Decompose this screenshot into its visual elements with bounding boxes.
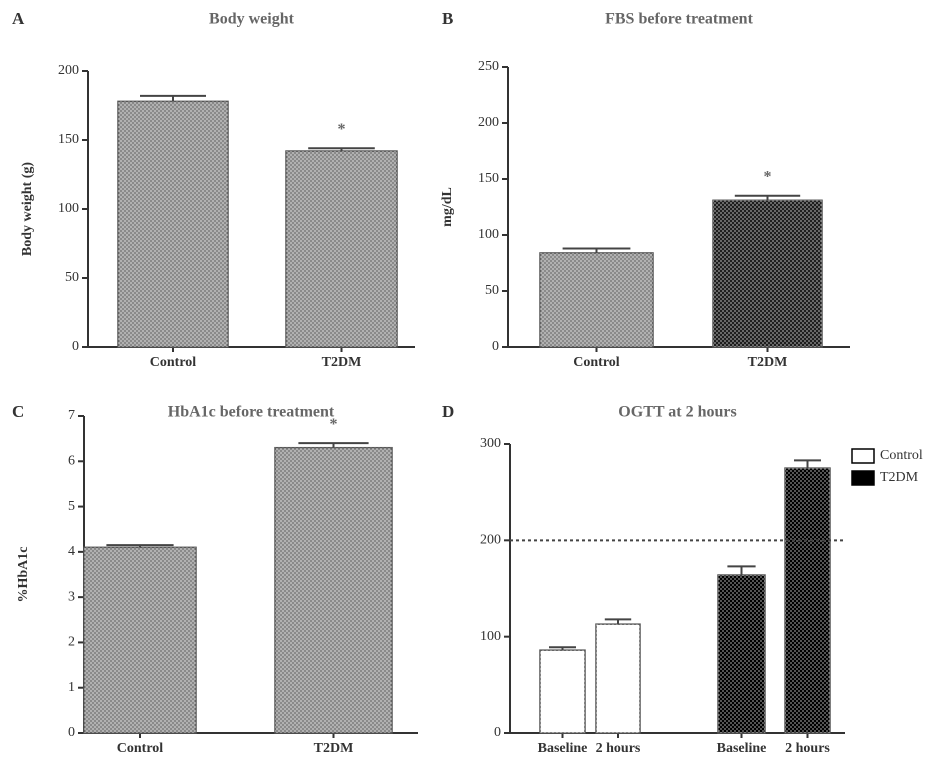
x-tick-label: 2 hours [785,741,830,756]
legend-swatch [852,471,874,485]
x-tick-label: T2DM [322,355,362,370]
annotation: * [764,168,772,185]
y-tick-label: 300 [480,436,501,451]
bar-texture [118,101,228,347]
legend-label: Control [880,448,923,463]
panel-label: D [442,402,454,421]
y-tick-label: 0 [72,339,79,354]
bar-texture [275,448,392,733]
legend-swatch [852,449,874,463]
y-tick-label: 0 [492,339,499,354]
panel-label: C [12,402,24,421]
y-tick-label: 200 [478,115,499,130]
chart-title: FBS before treatment [605,11,753,28]
y-tick-label: 150 [58,132,79,147]
y-tick-label: 100 [58,201,79,216]
y-tick-label: 50 [485,283,499,298]
chart-title: HbA1c before treatment [168,404,335,421]
y-tick-label: 200 [58,63,79,78]
bar-texture [540,253,653,347]
bar-texture [785,468,830,733]
y-tick-label: 4 [68,544,75,559]
y-tick-label: 200 [480,533,501,548]
y-tick-label: 3 [68,589,75,604]
x-tick-label: 2 hours [596,741,641,756]
panel-label: A [12,9,25,28]
y-tick-label: 5 [68,499,75,514]
y-tick-label: 7 [68,408,75,423]
x-tick-label: Baseline [538,741,588,756]
y-tick-label: 250 [478,59,499,74]
bar-texture [718,575,765,733]
y-axis-label: mg/dL [440,187,455,227]
y-tick-label: 6 [68,454,75,469]
y-tick-label: 0 [494,725,501,740]
x-tick-label: Control [150,355,197,370]
panel-label: B [442,9,453,28]
y-tick-label: 1 [68,680,75,695]
annotation: * [330,416,338,433]
x-tick-label: Baseline [717,741,767,756]
x-tick-label: Control [573,355,620,370]
y-tick-label: 50 [65,270,79,285]
y-axis-label: Body weight (g) [20,162,35,256]
chart-title: OGTT at 2 hours [618,404,736,421]
y-axis-label: %HbA1c [16,547,31,603]
x-tick-label: T2DM [314,741,354,756]
legend-label: T2DM [880,470,919,485]
bar-texture [713,200,822,347]
annotation: * [338,121,346,138]
bar-texture [286,151,397,347]
y-tick-label: 0 [68,725,75,740]
bar-texture [540,650,585,733]
figure: ABody weightBody weight (g)050100150200C… [0,0,941,758]
y-tick-label: 150 [478,171,499,186]
y-tick-label: 2 [68,635,75,650]
x-tick-label: Control [117,741,164,756]
bar-texture [596,624,640,733]
y-tick-label: 100 [478,227,499,242]
chart-title: Body weight [209,11,295,28]
x-tick-label: T2DM [748,355,788,370]
bar-texture [84,547,196,733]
y-tick-label: 100 [480,629,501,644]
